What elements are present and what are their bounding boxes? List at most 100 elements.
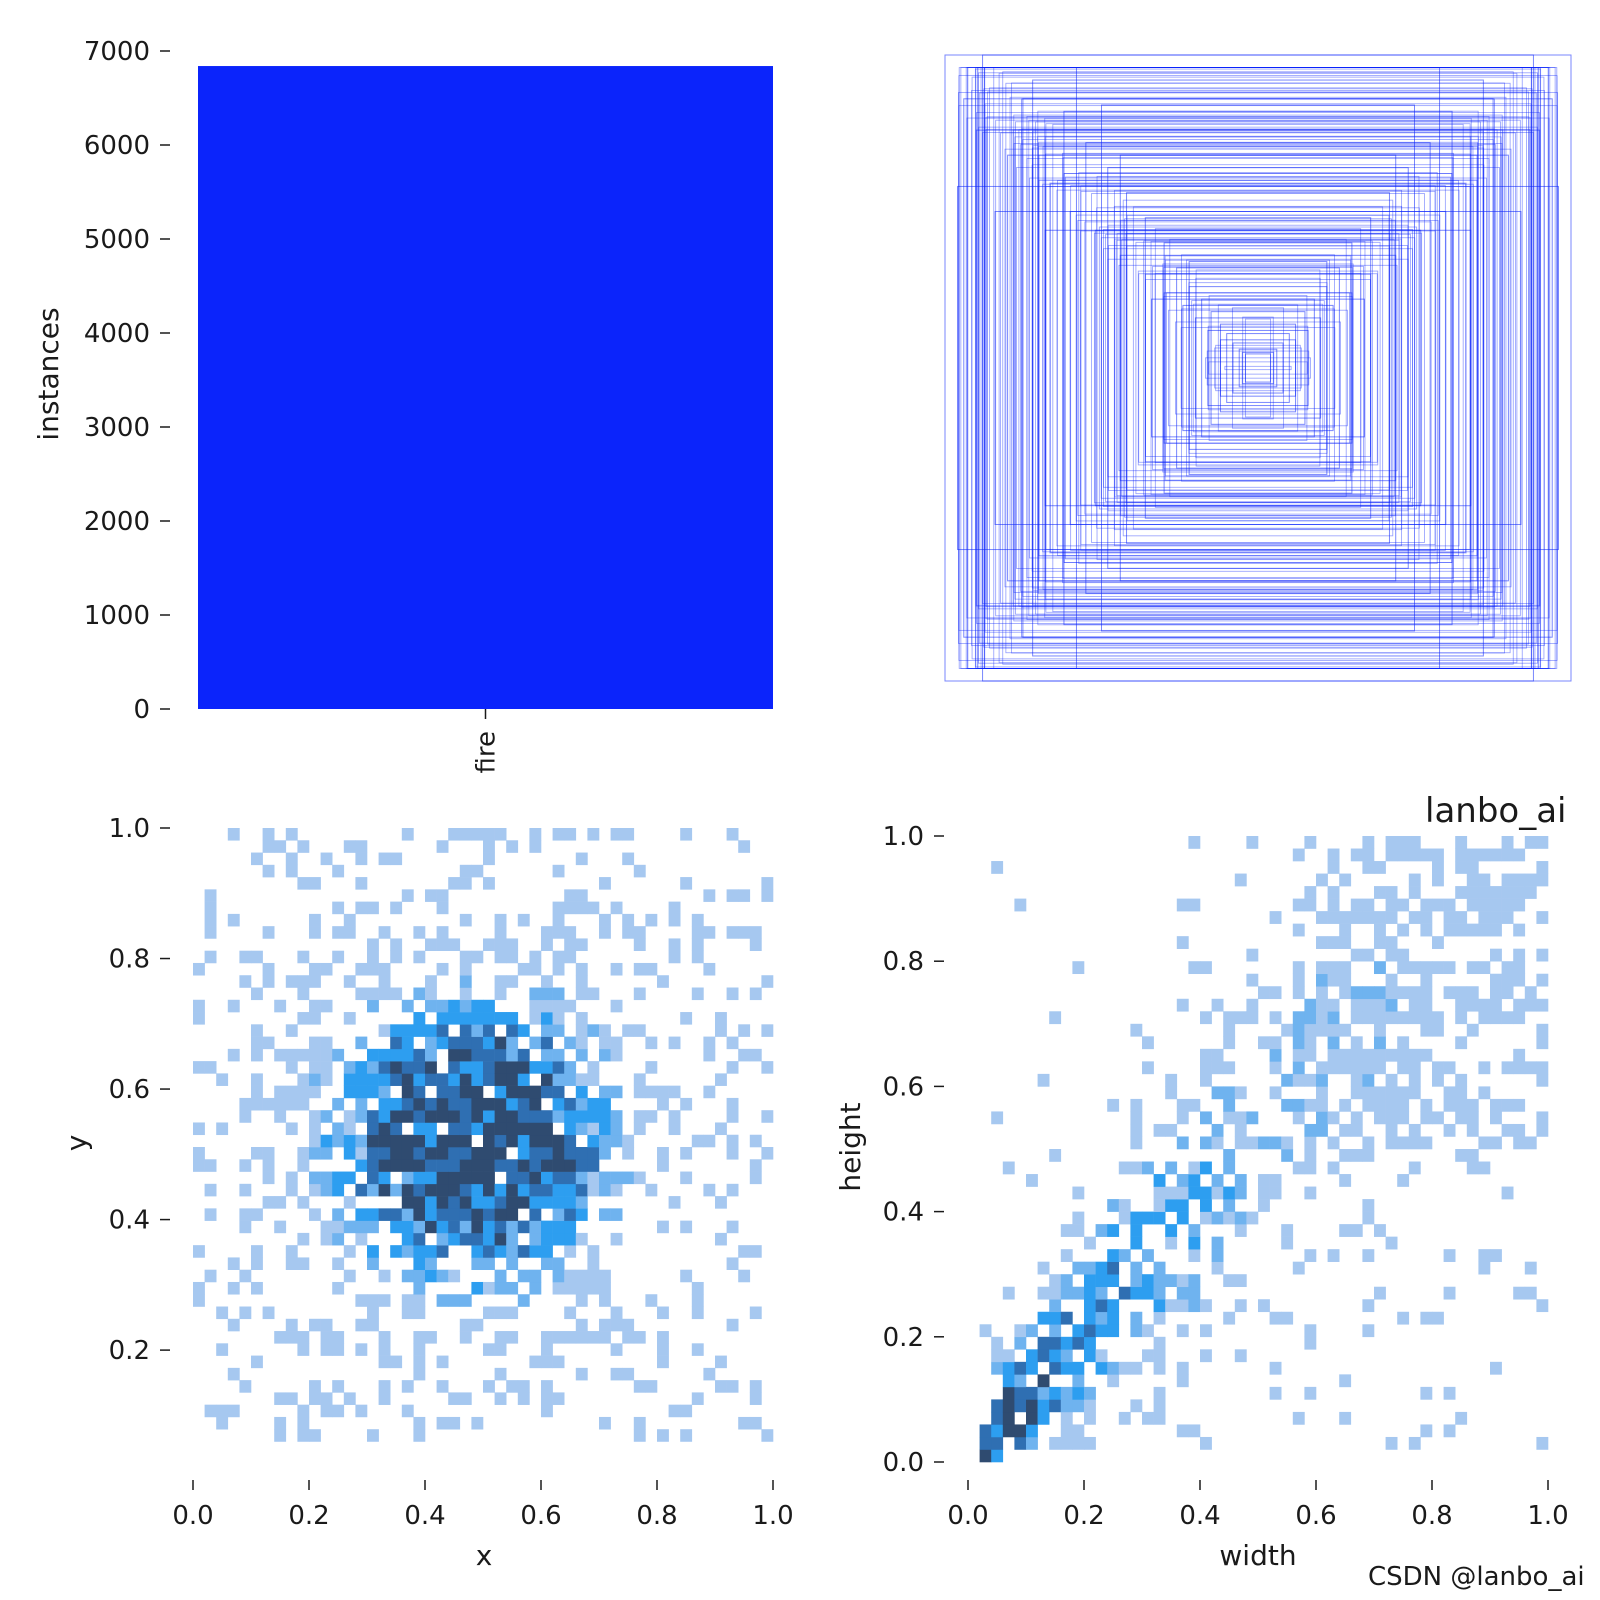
label-box	[1002, 71, 1514, 665]
label-box	[1101, 104, 1415, 632]
label-box	[1126, 192, 1390, 544]
wh-cell	[1513, 948, 1526, 962]
xy-cell	[436, 1416, 449, 1430]
label-box	[978, 92, 1538, 644]
xy-cell	[726, 1134, 739, 1148]
xy-cell	[517, 1171, 530, 1185]
xy-cell	[193, 1061, 205, 1074]
xy-cell	[320, 1073, 333, 1086]
xy-cell	[564, 1245, 577, 1258]
wh-cell	[1153, 1174, 1166, 1187]
xy-cell	[680, 1097, 693, 1111]
wh-cell	[1304, 1161, 1317, 1175]
xy-cell	[494, 1048, 507, 1062]
wh-cell	[1223, 1149, 1236, 1162]
label-box	[1015, 121, 1501, 615]
xy-cell	[691, 938, 704, 951]
xy-cell	[541, 1061, 553, 1074]
wh-cell	[1304, 836, 1317, 849]
xy-cell	[564, 1073, 577, 1086]
wh-cell	[1060, 1286, 1073, 1300]
xy-cell	[401, 1404, 414, 1418]
wh-cell	[1350, 1111, 1363, 1125]
wh-cell	[1304, 1011, 1317, 1025]
xy-cell	[320, 1048, 333, 1062]
xy-cell	[599, 1281, 611, 1295]
wh-cell	[1350, 1123, 1363, 1137]
xy-cell	[483, 1208, 495, 1221]
xy-cell	[761, 975, 774, 988]
xy-cell	[575, 1048, 588, 1062]
wh-cell	[1269, 1174, 1282, 1187]
xy-cell	[703, 962, 716, 976]
xy-cell	[529, 1171, 542, 1185]
xy-cell	[633, 1122, 646, 1136]
xy-cell	[285, 1085, 298, 1099]
label-box	[1121, 239, 1395, 497]
wh-cell	[1327, 861, 1340, 874]
xy-cell	[668, 1196, 681, 1209]
xy-cell	[494, 926, 507, 939]
xy-cell	[216, 1343, 229, 1356]
wh-cell	[1350, 1061, 1363, 1075]
xy-cell	[459, 877, 472, 890]
xy-cell	[390, 1110, 403, 1123]
xy-cell	[448, 828, 461, 841]
xy-cell	[378, 1380, 391, 1393]
xy-cell	[494, 1343, 507, 1356]
wh-cell	[1060, 1386, 1073, 1400]
xy-cell	[436, 1171, 449, 1185]
wh-cell	[1478, 911, 1491, 924]
xy-cell	[471, 1318, 484, 1332]
xy-cell	[413, 1257, 426, 1271]
xy-cell	[320, 1220, 333, 1234]
wh-cell	[1524, 886, 1537, 899]
wh-cell	[991, 1349, 1004, 1363]
xy-cell	[610, 999, 623, 1013]
xy-cell	[529, 999, 542, 1013]
wh-cell	[1130, 1211, 1143, 1225]
xy-cell	[413, 1367, 426, 1381]
xy-cell	[494, 975, 507, 988]
wh-cell	[1095, 1324, 1108, 1338]
wh-cell	[1466, 1111, 1479, 1125]
xy-cell	[401, 1294, 414, 1307]
xy-cell	[564, 999, 577, 1013]
xy-cell	[320, 1232, 333, 1246]
wh-cell	[1536, 1023, 1549, 1037]
xy-cell	[297, 1343, 310, 1356]
wh-cell	[1072, 961, 1085, 975]
xy-cell	[552, 1269, 565, 1283]
label-box	[976, 112, 1540, 624]
xy-cell	[483, 1147, 495, 1160]
xy-cell	[401, 1183, 414, 1197]
xy-cell	[193, 1012, 205, 1025]
xy-cell	[193, 1245, 205, 1258]
wh-cell	[1524, 1261, 1537, 1275]
wh-cell	[1490, 1136, 1502, 1150]
xy-cell	[517, 1110, 530, 1123]
xy-cell	[564, 1220, 577, 1234]
wh-cell	[1200, 1324, 1212, 1338]
xy-cell	[494, 1097, 507, 1111]
wh-cell	[1026, 1361, 1038, 1375]
bar-fire	[198, 66, 773, 710]
wh-cell	[1304, 1023, 1317, 1037]
xy-cell	[193, 1281, 205, 1295]
xy-cell	[599, 1318, 611, 1332]
xy-cell	[517, 1220, 530, 1234]
label-box	[977, 67, 1539, 669]
xy-cell	[529, 1281, 542, 1295]
wh-cell	[1026, 1349, 1038, 1363]
wh-cell	[1269, 911, 1282, 924]
xy-cell	[471, 1024, 484, 1037]
xy-cell	[761, 1110, 774, 1123]
xy-cell	[204, 889, 217, 902]
xy-cell	[494, 1110, 507, 1123]
wh-cell	[1397, 961, 1410, 975]
xy-cell	[749, 1134, 762, 1148]
xy-cell	[251, 852, 263, 866]
xy-cell	[726, 1147, 739, 1160]
wh-cell	[1385, 1011, 1398, 1025]
